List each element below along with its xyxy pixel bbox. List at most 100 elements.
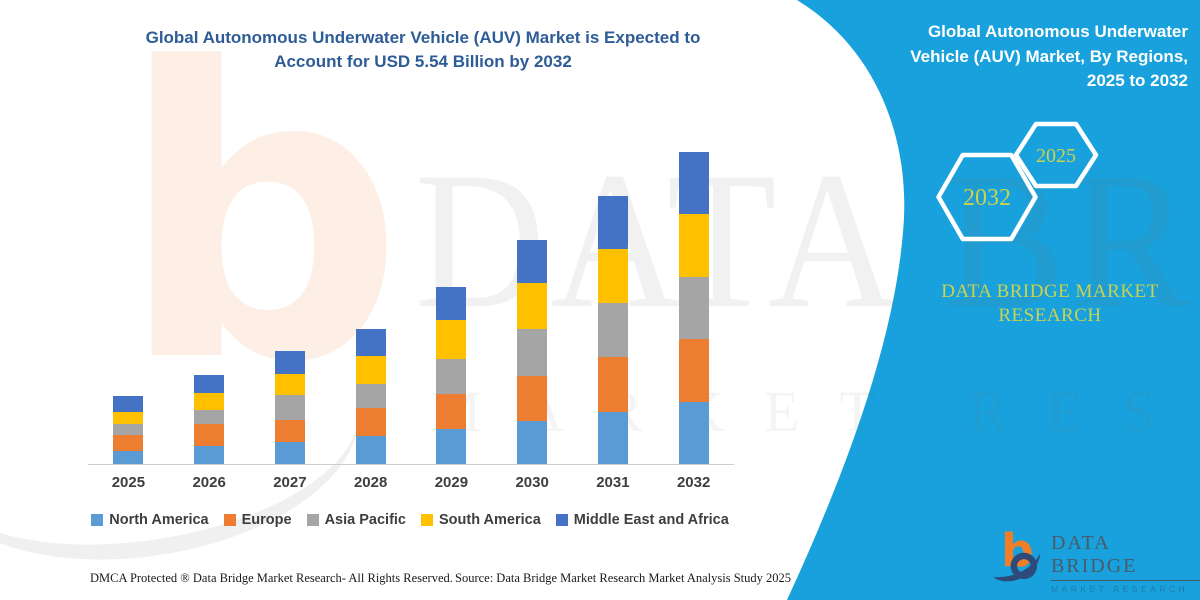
segment-north-america: [517, 420, 548, 464]
x-axis-label-2032: 2032: [676, 474, 711, 491]
bar-slot: [88, 134, 169, 464]
stacked-bar-2026: [194, 375, 225, 464]
panel-title-line2: Vehicle (AUV) Market, By Regions,: [910, 46, 1188, 66]
footer-logo-sub: MARKET RESEARCH: [1050, 584, 1189, 594]
segment-asia-pacific: [113, 423, 144, 436]
segment-north-america: [355, 435, 386, 464]
segment-asia-pacific: [517, 328, 548, 376]
x-axis-label-2028: 2028: [353, 474, 388, 491]
segment-south-america: [274, 373, 305, 396]
segment-middle-east-and-africa: [274, 351, 305, 374]
segment-middle-east-and-africa: [678, 152, 709, 215]
segment-south-america: [678, 214, 709, 278]
footer-source-text: Source: Data Bridge Market Research Mark…: [455, 571, 792, 585]
segment-middle-east-and-africa: [436, 286, 467, 320]
segment-south-america: [517, 282, 548, 329]
stacked-bar-2025: [113, 396, 144, 464]
legend-item: South America: [421, 512, 541, 528]
segment-europe: [436, 394, 467, 429]
legend-swatch-icon: [223, 514, 236, 526]
segment-middle-east-and-africa: [355, 328, 386, 356]
segment-south-america: [194, 393, 225, 410]
data-bridge-logo-mark: b: [993, 524, 1041, 582]
x-axis-label-2025: 2025: [111, 474, 146, 491]
segment-south-america: [436, 319, 467, 359]
segment-asia-pacific: [355, 383, 386, 408]
footer-dmca-text: DMCA Protected ® Data Bridge Market Rese…: [90, 571, 453, 585]
segment-asia-pacific: [274, 395, 305, 420]
stacked-bar-2027: [274, 351, 305, 464]
stacked-bar-2032: [678, 152, 709, 464]
segment-europe: [274, 420, 305, 442]
segment-europe: [355, 407, 386, 436]
legend-swatch-icon: [306, 514, 319, 526]
hexagon-2025-label: 2025: [1036, 145, 1076, 167]
segment-south-america: [113, 411, 144, 424]
panel-title-line1: Global Autonomous Underwater: [927, 22, 1188, 41]
x-axis-label-2027: 2027: [273, 474, 307, 491]
panel-brand-line2: RESEARCH: [998, 304, 1102, 326]
segment-asia-pacific: [678, 277, 709, 340]
legend-label: Middle East and Africa: [573, 512, 729, 528]
segment-asia-pacific: [436, 358, 467, 395]
hexagon-2032: [936, 152, 1038, 242]
segment-europe: [113, 435, 144, 451]
hexagon-2025: [1013, 121, 1099, 189]
panel-brand-text: DATA BRIDGE MARKET RESEARCH: [940, 280, 1160, 328]
segment-middle-east-and-africa: [194, 375, 225, 394]
hexagon-graphic: 2032 2025: [936, 121, 1099, 242]
legend-swatch-icon: [91, 514, 104, 526]
segment-south-america: [597, 249, 628, 303]
hexagon-2032-label: 2032: [963, 185, 1011, 211]
bar-slot: [250, 134, 331, 464]
segment-middle-east-and-africa: [113, 396, 144, 412]
legend-label: Europe: [241, 512, 292, 528]
legend-item: Asia Pacific: [306, 512, 406, 528]
logo-d-bowl-icon: [1010, 552, 1038, 580]
segment-europe: [597, 357, 628, 412]
bar-slot: [492, 134, 573, 464]
segment-north-america: [274, 442, 305, 464]
segment-middle-east-and-africa: [517, 240, 548, 283]
panel-title-line3: 2025 to 2032: [1086, 71, 1188, 91]
segment-north-america: [597, 411, 628, 464]
stacked-bar-2030: [517, 240, 548, 464]
bar-slot: [653, 134, 734, 464]
footer-logo-text: DATA BRIDGE MARKET RESEARCH: [1050, 532, 1200, 594]
legend-swatch-icon: [555, 514, 568, 526]
segment-asia-pacific: [597, 302, 628, 358]
legend-label: Asia Pacific: [324, 512, 406, 528]
stacked-bar-plot: [88, 134, 734, 465]
footer-logo-brand: DATA BRIDGE: [1050, 532, 1200, 581]
bar-slot: [573, 134, 654, 464]
legend-label: South America: [439, 512, 541, 528]
right-panel-shape: [787, 0, 1200, 600]
segment-south-america: [355, 355, 386, 384]
x-axis-labels: 2025 2026 2027 2028 2029 2030 2031 2032: [88, 474, 734, 491]
panel-brand-line1: DATA BRIDGE MARKET: [941, 281, 1159, 302]
legend-item: Middle East and Africa: [555, 512, 729, 528]
segment-asia-pacific: [194, 409, 225, 424]
segment-north-america: [194, 446, 225, 464]
segment-north-america: [678, 402, 709, 464]
chart-title-line2: Account for USD 5.54 Billion by 2032: [274, 51, 572, 71]
stacked-bar-2028: [355, 328, 386, 464]
segment-north-america: [113, 451, 144, 464]
panel-title: Global Autonomous Underwater Vehicle (AU…: [818, 20, 1188, 94]
legend-swatch-icon: [421, 514, 433, 526]
chart-legend: North America Europe Asia Pacific South Ame…: [60, 512, 760, 528]
stacked-bar-2031: [597, 195, 628, 464]
chart-title-line1: Global Autonomous Underwater Vehicle (AU…: [145, 28, 701, 47]
segment-europe: [678, 339, 709, 403]
x-axis-label-2029: 2029: [434, 474, 469, 491]
legend-item: Europe: [223, 512, 292, 528]
legend-item: North America: [91, 512, 209, 528]
bar-slot: [330, 134, 411, 464]
segment-europe: [194, 424, 225, 446]
x-axis-label-2030: 2030: [515, 474, 549, 491]
x-axis-label-2026: 2026: [192, 474, 226, 491]
segment-north-america: [436, 428, 467, 464]
